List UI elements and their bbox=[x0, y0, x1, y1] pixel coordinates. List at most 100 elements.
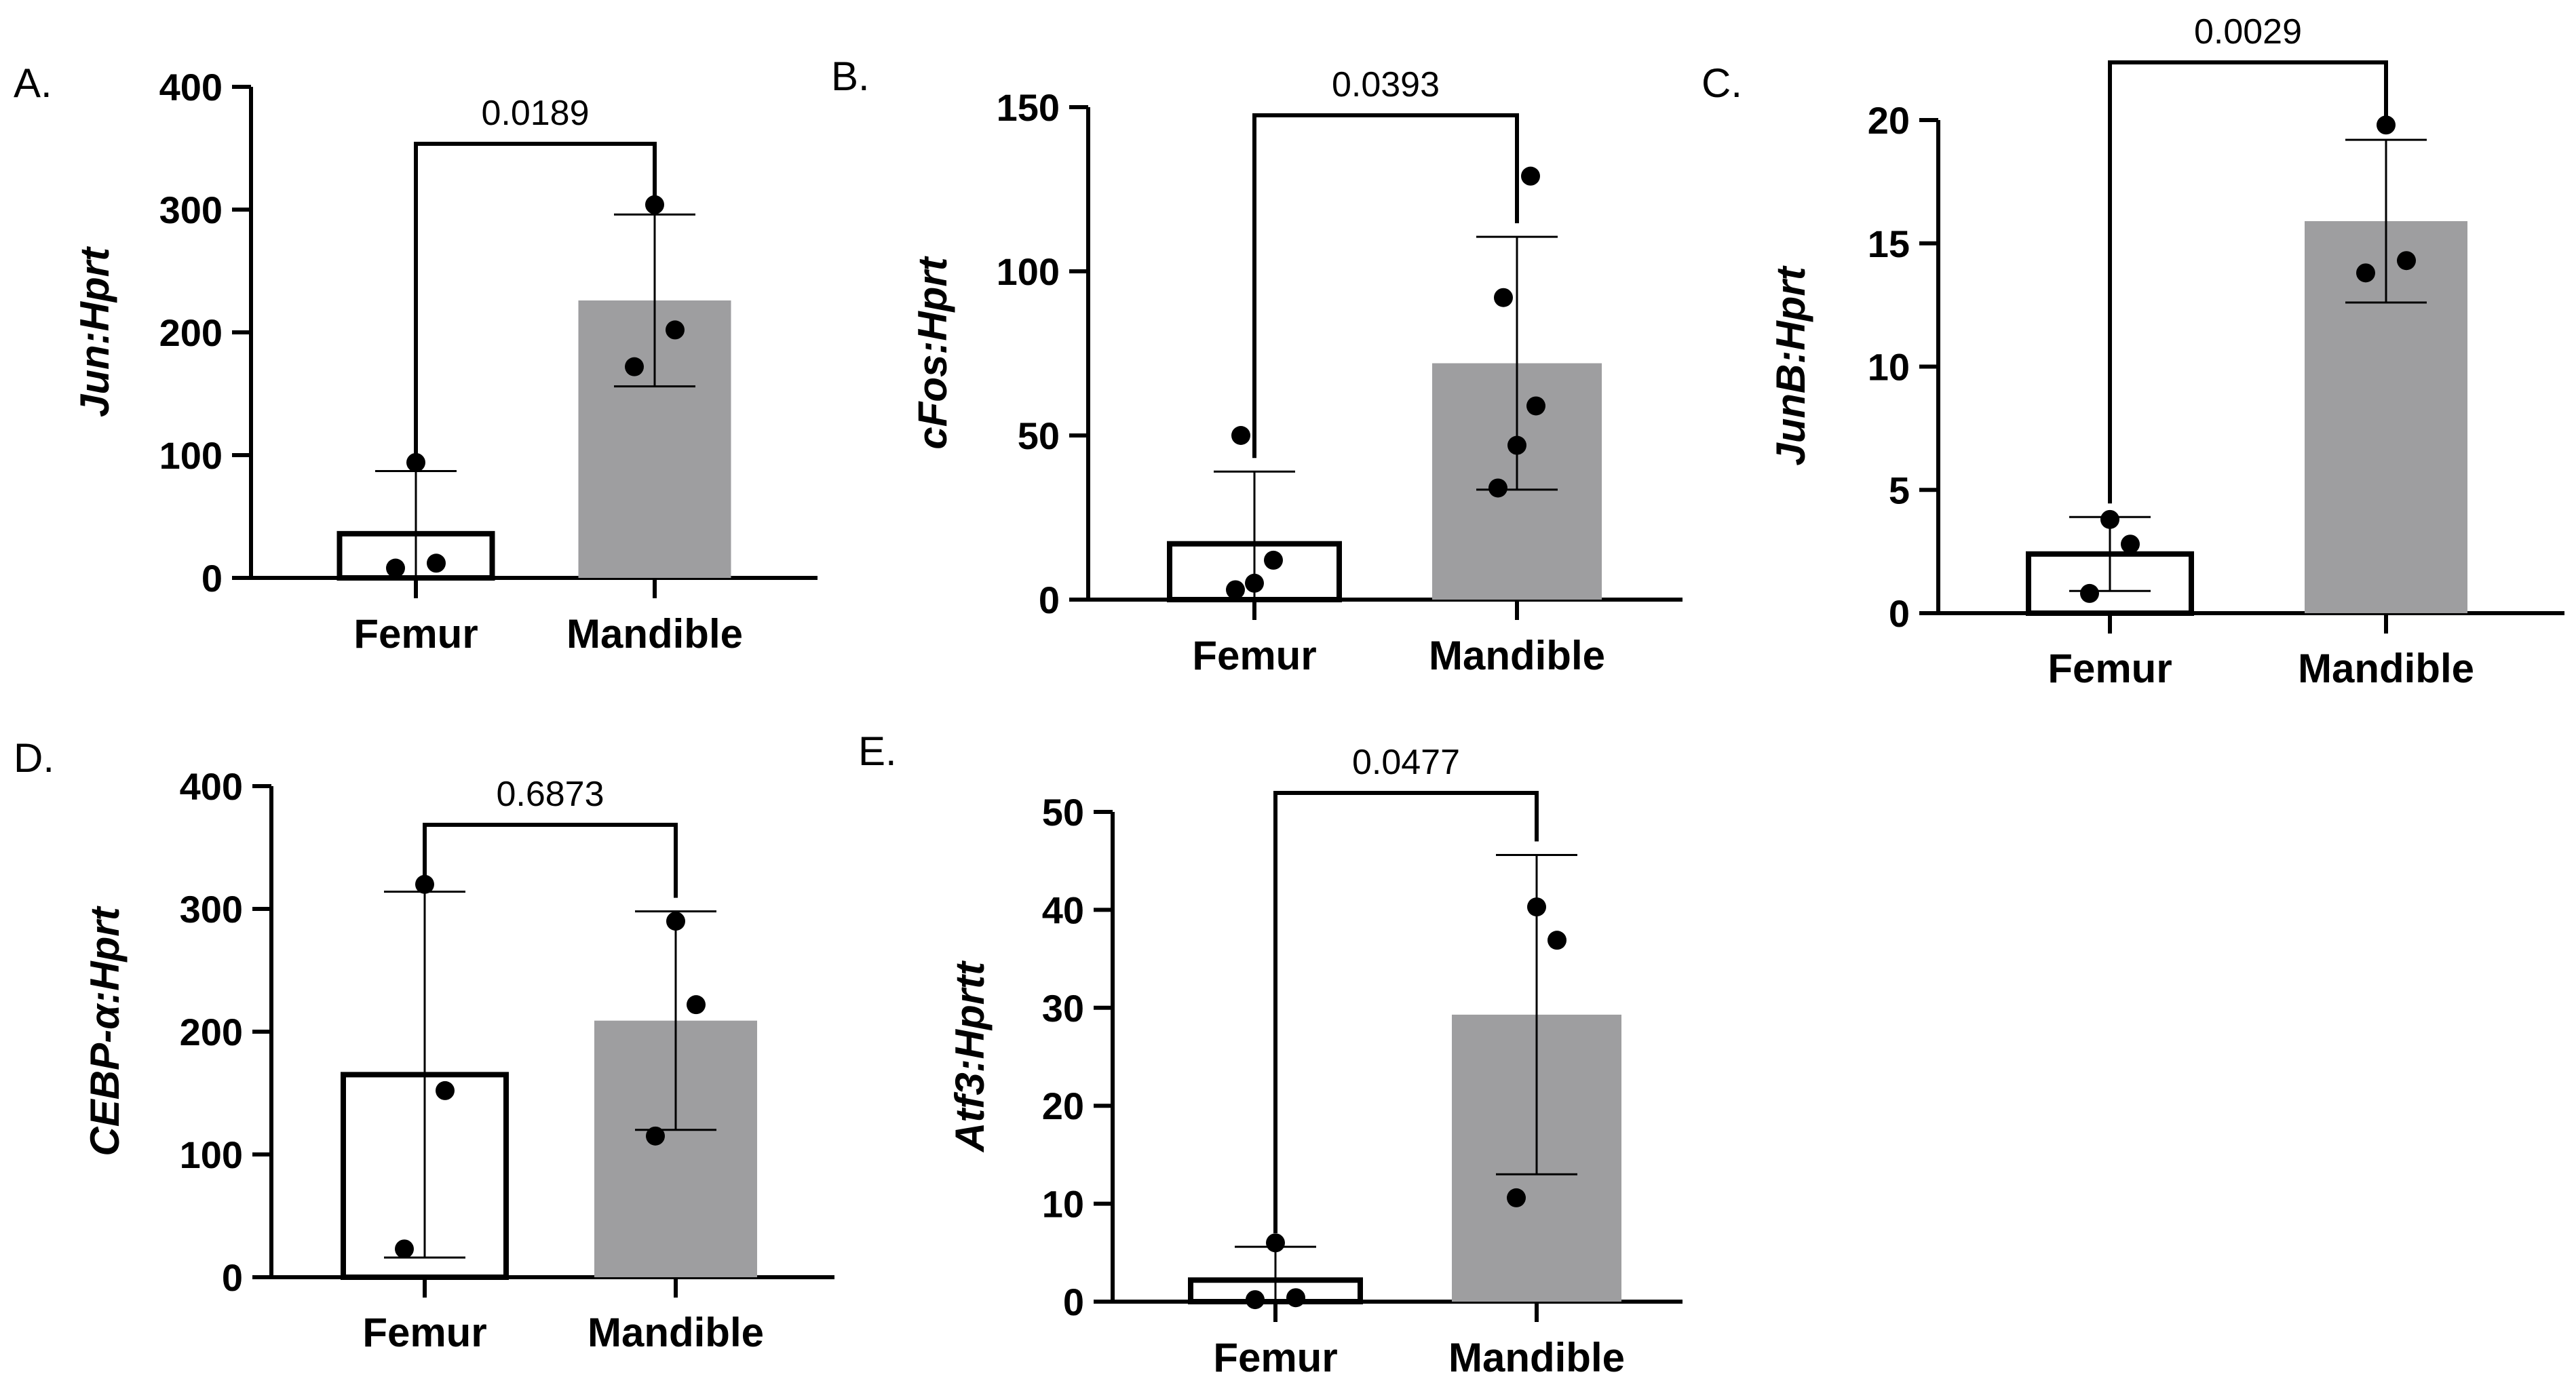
data-point bbox=[1264, 550, 1283, 570]
data-point bbox=[1266, 1233, 1285, 1253]
data-point bbox=[2397, 251, 2416, 271]
category-label: Mandible bbox=[588, 1310, 764, 1355]
y-axis-label: Atf3:Hprtt bbox=[947, 960, 993, 1153]
data-point bbox=[406, 452, 425, 472]
bar-femur bbox=[1188, 1277, 1363, 1305]
data-point bbox=[2080, 583, 2099, 603]
y-tick-label: 100 bbox=[159, 434, 223, 477]
y-tick-label: 200 bbox=[159, 311, 223, 354]
panel-e-label: E. bbox=[858, 728, 897, 774]
data-point bbox=[415, 874, 434, 894]
category-label: Femur bbox=[353, 611, 478, 657]
panel-a-label: A. bbox=[14, 60, 52, 106]
chart-panel-0: 0 100 200 300 400 Jun:Hprt Femur Mandible 0.0189 bbox=[72, 66, 818, 657]
y-axis-label: cFos:Hprt bbox=[910, 255, 955, 449]
y-axis-label: Jun:Hprt bbox=[72, 246, 117, 417]
data-point bbox=[2356, 263, 2375, 283]
bar-mandible bbox=[1452, 1014, 1621, 1302]
chart-panel-1: 0 50 100 150 cFos:Hprt Femur Mandible 0.0393 bbox=[910, 65, 1683, 678]
data-point bbox=[666, 912, 685, 931]
data-point bbox=[1526, 396, 1545, 416]
bar-mandible bbox=[594, 1020, 757, 1277]
data-point bbox=[1507, 435, 1526, 455]
chart-panel-4: 0 10 20 30 40 50 Atf3:Hprtt Femur Mandible 0.0477 bbox=[947, 743, 1683, 1380]
data-point bbox=[1226, 580, 1245, 600]
significance-bracket bbox=[414, 142, 657, 458]
data-point bbox=[395, 1239, 414, 1259]
y-tick-label: 300 bbox=[159, 189, 223, 231]
category-label: Femur bbox=[2048, 646, 2172, 691]
data-point bbox=[1488, 478, 1507, 498]
y-axis-label: CEBP-α:Hprt bbox=[82, 905, 128, 1156]
data-point bbox=[1286, 1288, 1305, 1308]
y-tick-label: 100 bbox=[997, 250, 1060, 293]
category-label: Femur bbox=[1213, 1335, 1337, 1380]
y-axis-label: JunB:Hprt bbox=[1768, 265, 1813, 465]
category-label: Mandible bbox=[1448, 1335, 1625, 1380]
y-tick-label: 0 bbox=[222, 1256, 243, 1299]
data-point bbox=[1547, 931, 1566, 950]
data-point bbox=[1527, 897, 1546, 917]
y-tick-label: 50 bbox=[1042, 791, 1084, 834]
y-tick-label: 150 bbox=[997, 86, 1060, 129]
bar-femur bbox=[337, 530, 495, 581]
p-value-label: 0.0029 bbox=[2194, 12, 2302, 52]
bar-mandible bbox=[2305, 221, 2467, 613]
data-point bbox=[625, 357, 644, 376]
data-point bbox=[1231, 426, 1250, 445]
data-point bbox=[1521, 166, 1540, 186]
data-point bbox=[427, 553, 446, 573]
y-tick-label: 0 bbox=[1889, 592, 1910, 635]
significance-bracket bbox=[1273, 791, 1539, 1234]
category-label: Mandible bbox=[1429, 633, 1605, 678]
data-point bbox=[687, 995, 706, 1015]
y-tick-label: 400 bbox=[180, 765, 243, 808]
y-tick-label: 100 bbox=[180, 1133, 243, 1176]
bar-mandible bbox=[578, 300, 731, 578]
y-tick-label: 30 bbox=[1042, 987, 1084, 1030]
bar-mandible bbox=[1432, 363, 1602, 600]
significance-bracket bbox=[2108, 60, 2388, 504]
y-tick-label: 0 bbox=[1063, 1281, 1084, 1323]
data-point bbox=[1507, 1188, 1526, 1207]
data-point bbox=[2121, 534, 2140, 554]
y-tick-label: 200 bbox=[180, 1011, 243, 1053]
data-point bbox=[436, 1081, 455, 1100]
category-label: Mandible bbox=[566, 611, 743, 657]
y-tick-label: 300 bbox=[180, 888, 243, 931]
data-point bbox=[1245, 573, 1264, 593]
data-point bbox=[2377, 115, 2396, 135]
p-value-label: 0.0477 bbox=[1352, 743, 1460, 782]
data-point bbox=[666, 320, 685, 340]
y-tick-label: 10 bbox=[1042, 1183, 1084, 1226]
data-point bbox=[2100, 509, 2119, 529]
data-point bbox=[1246, 1290, 1265, 1310]
y-tick-label: 0 bbox=[201, 557, 223, 600]
chart-panel-2: 0 5 10 15 20 JunB:Hprt Femur Mandible 0.0029 bbox=[1768, 12, 2564, 691]
y-tick-label: 10 bbox=[1868, 346, 1910, 389]
significance-bracket bbox=[423, 823, 678, 898]
y-tick-label: 40 bbox=[1042, 889, 1084, 931]
data-point bbox=[1494, 288, 1513, 307]
y-tick-label: 50 bbox=[1018, 414, 1060, 457]
p-value-label: 0.0393 bbox=[1332, 65, 1440, 104]
category-label: Femur bbox=[362, 1310, 486, 1355]
y-tick-label: 0 bbox=[1039, 579, 1060, 621]
y-tick-label: 400 bbox=[159, 66, 223, 109]
chart-panel-3: 0 100 200 300 400 CEBP-α:Hprt Femur Mandible 0.6… bbox=[82, 765, 834, 1355]
p-value-label: 0.6873 bbox=[496, 775, 604, 814]
data-point bbox=[645, 195, 664, 214]
bar-femur bbox=[341, 1072, 509, 1280]
significance-bracket bbox=[1252, 113, 1519, 459]
bar-femur bbox=[1167, 541, 1342, 602]
category-label: Femur bbox=[1192, 633, 1316, 678]
bar-femur bbox=[2026, 551, 2194, 617]
panel-b-label: B. bbox=[831, 54, 870, 99]
data-point bbox=[646, 1126, 665, 1146]
panel-c-label: C. bbox=[1702, 60, 1742, 106]
y-tick-label: 20 bbox=[1868, 99, 1910, 142]
data-point bbox=[386, 558, 405, 578]
category-label: Mandible bbox=[2298, 646, 2474, 691]
